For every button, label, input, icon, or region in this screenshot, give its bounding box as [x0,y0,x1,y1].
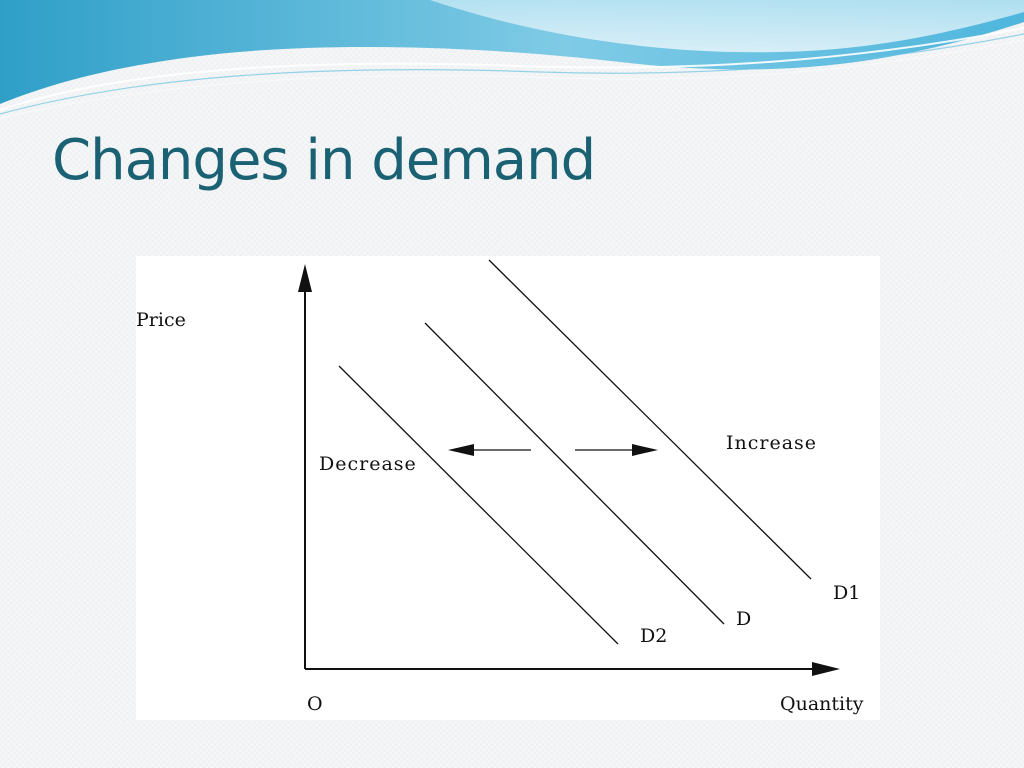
y-axis-label: Price [136,309,186,331]
curve-d1-label: D1 [833,582,860,604]
increase-arrowhead [632,444,658,456]
increase-label: Increase [726,432,817,454]
origin-label: O [307,693,323,715]
header-wave-decoration [0,0,1024,119]
decrease-arrowhead [448,444,474,456]
demand-diagram-svg: Price Quantity O Decrease Increase D2 D … [136,259,864,715]
x-axis-label: Quantity [780,693,864,715]
decrease-label: Decrease [319,453,417,475]
slide-title: Changes in demand [52,128,596,193]
demand-diagram: Price Quantity O Decrease Increase D2 D … [136,256,880,720]
curve-d-label: D [736,608,751,630]
curve-d2-label: D2 [640,625,667,647]
curve-d2-line [338,365,619,645]
y-axis-arrowhead [298,264,312,292]
curve-d-line [424,322,725,625]
x-axis-arrowhead [812,662,840,676]
curve-d1-line [488,259,812,580]
